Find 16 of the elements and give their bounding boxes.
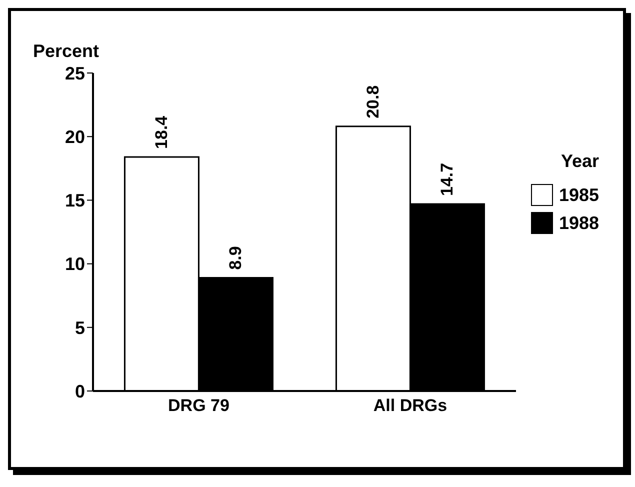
y-tick-label: 5: [74, 318, 85, 338]
data-label: 14.7: [438, 162, 457, 196]
data-label: 8.9: [226, 246, 246, 270]
legend-title: Year: [561, 151, 600, 172]
data-label: 20.8: [364, 85, 383, 118]
y-tick-label: 10: [64, 254, 85, 274]
data-label: 18.4: [152, 115, 172, 149]
y-tick-label: 25: [64, 63, 85, 84]
legend-label: 1988: [559, 212, 600, 234]
y-tick-label: 20: [64, 126, 85, 147]
y-tick-label: 15: [64, 190, 85, 211]
x-tick-label: All DRGs: [373, 396, 448, 416]
y-axis-title: Percent: [33, 41, 100, 62]
y-tick-label: 0: [74, 381, 85, 402]
x-tick-label: DRG 79: [168, 396, 230, 416]
legend-label: 1985: [559, 184, 600, 206]
